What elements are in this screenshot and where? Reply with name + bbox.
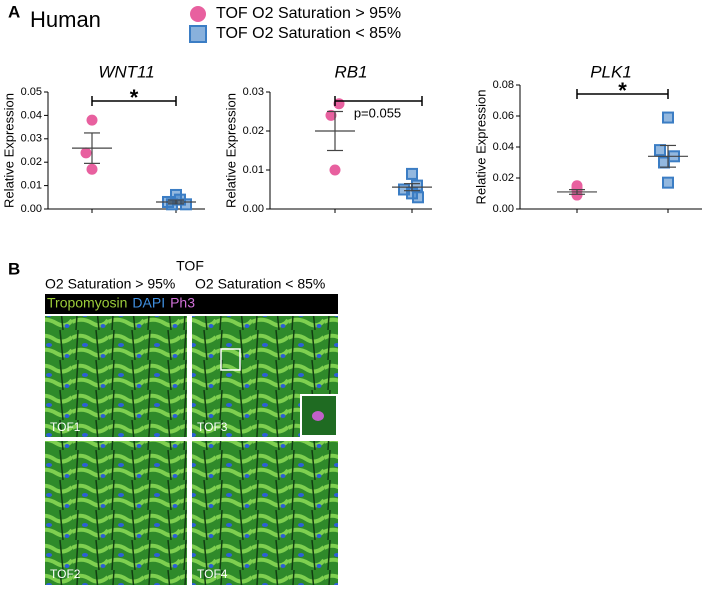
y-tick-label: 0.03 bbox=[243, 86, 264, 98]
y-tick-label: 0.01 bbox=[243, 164, 264, 176]
annotation: * bbox=[130, 85, 139, 110]
column-label: O2 Saturation > 95% bbox=[45, 276, 175, 292]
stain-bar bbox=[45, 294, 338, 314]
y-tick-label: 0.05 bbox=[21, 86, 42, 98]
y-tick-label: 0.03 bbox=[21, 133, 42, 145]
chart-title: PLK1 bbox=[590, 62, 632, 81]
significance-bracket bbox=[91, 96, 177, 106]
panel-label: A bbox=[8, 2, 20, 21]
point bbox=[662, 111, 674, 124]
y-axis-label: Relative Expression bbox=[473, 90, 488, 205]
y-axis-label: Relative Expression bbox=[1, 93, 16, 208]
point bbox=[86, 114, 98, 126]
microscopy-image bbox=[45, 316, 187, 437]
legend-marker bbox=[189, 25, 207, 43]
chart-title: RB1 bbox=[334, 62, 367, 81]
point bbox=[325, 109, 337, 121]
point bbox=[412, 191, 424, 204]
y-tick-label: 0.02 bbox=[493, 172, 514, 184]
y-tick-label: 0.04 bbox=[21, 109, 42, 121]
y-tick-label: 0.06 bbox=[493, 110, 514, 122]
microscopy-image bbox=[45, 441, 187, 585]
legend-label: TOF O2 Saturation < 85% bbox=[216, 25, 401, 42]
legend-marker bbox=[190, 6, 206, 22]
y-tick-label: 0.04 bbox=[493, 141, 514, 153]
point bbox=[86, 163, 98, 175]
header: Human bbox=[30, 7, 101, 32]
point bbox=[406, 167, 418, 180]
column-label: O2 Saturation < 85% bbox=[195, 276, 325, 292]
microscopy-image bbox=[192, 441, 338, 585]
y-tick-label: 0.08 bbox=[493, 79, 514, 91]
image-label: TOF4 bbox=[197, 567, 228, 581]
stain-label: Tropomyosin bbox=[47, 295, 127, 311]
annotation: * bbox=[618, 78, 627, 103]
stain-label: Ph3 bbox=[170, 295, 195, 311]
panel-title: TOF bbox=[176, 258, 204, 274]
image-label: TOF2 bbox=[50, 567, 81, 581]
point bbox=[662, 176, 674, 189]
point bbox=[80, 147, 92, 159]
significance-bracket bbox=[334, 96, 423, 106]
stain-label: DAPI bbox=[132, 295, 165, 311]
y-tick-label: 0.00 bbox=[243, 203, 264, 215]
inset-nucleus bbox=[312, 411, 324, 421]
y-tick-label: 0.02 bbox=[243, 125, 264, 137]
chart-title: WNT11 bbox=[98, 62, 154, 81]
y-axis-label: Relative Expression bbox=[223, 93, 238, 208]
panel-label: B bbox=[8, 259, 20, 278]
y-tick-label: 0.00 bbox=[21, 203, 42, 215]
point bbox=[654, 144, 666, 157]
y-tick-label: 0.00 bbox=[493, 203, 514, 215]
image-label: TOF1 bbox=[50, 420, 81, 434]
significance-bracket bbox=[576, 89, 669, 99]
y-tick-label: 0.02 bbox=[21, 156, 42, 168]
annotation: p=0.055 bbox=[354, 105, 401, 120]
image-label: TOF3 bbox=[197, 420, 228, 434]
y-tick-label: 0.01 bbox=[21, 180, 42, 192]
legend-label: TOF O2 Saturation > 95% bbox=[216, 5, 401, 22]
point bbox=[329, 164, 341, 176]
roi-box bbox=[220, 348, 241, 371]
